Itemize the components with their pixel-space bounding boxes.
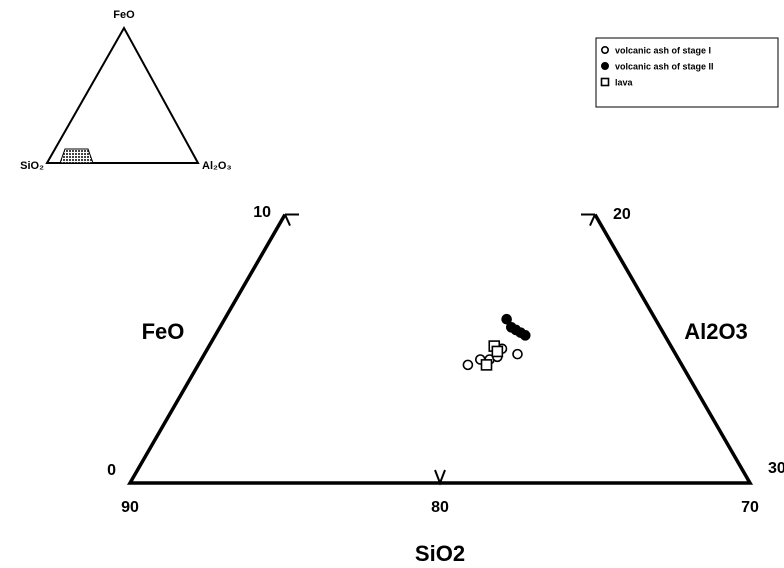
legend-symbol [600, 61, 609, 70]
inset: FeO SiO₂ Al₂O₃ [20, 9, 231, 172]
inset-triangle [45, 25, 200, 164]
data-point [462, 359, 474, 371]
legend-symbol [600, 77, 610, 87]
inset-region [59, 148, 94, 164]
tick-mark [284, 213, 299, 226]
sio2-tick-label: 90 [121, 499, 139, 516]
data-point [480, 359, 493, 371]
data-point [501, 313, 512, 325]
tick-mark [581, 213, 596, 226]
inset-label: FeO [113, 9, 135, 21]
legend-label: volcanic ash of stage I [615, 45, 711, 55]
legend-label: volcanic ash of stage II [615, 61, 714, 71]
axis-title: Al2O3 [684, 319, 748, 344]
axis-line [126, 213, 754, 485]
axis-title: SiO2 [415, 541, 465, 566]
data-point [512, 348, 523, 360]
legend-symbol [600, 45, 609, 54]
sio2-tick-label: 70 [741, 499, 759, 516]
sio2-tick-label: 80 [431, 499, 449, 516]
inset-label: SiO₂ [20, 160, 44, 172]
feo-tick-label: 10 [253, 204, 271, 221]
legend-label: lava [615, 77, 634, 87]
feo-tick-label: 0 [107, 462, 116, 479]
legend-box [595, 37, 779, 108]
tick-mark [434, 469, 446, 486]
al2o3-tick-label: 30 [768, 460, 784, 477]
axis-title: FeO [142, 319, 185, 344]
al2o3-tick-label: 20 [613, 206, 631, 223]
data-point [519, 330, 531, 341]
data-point [491, 345, 504, 358]
inset-label: Al₂O₃ [202, 160, 232, 172]
